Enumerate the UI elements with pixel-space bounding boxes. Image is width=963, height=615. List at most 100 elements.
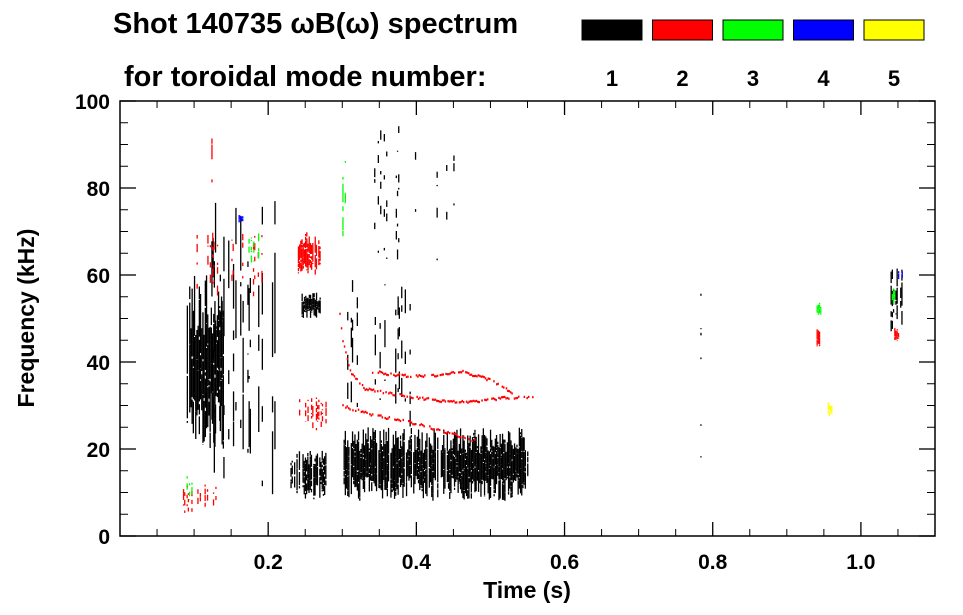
curve-point bbox=[440, 400, 442, 404]
spectrum-pixel bbox=[252, 291, 255, 297]
spectrum-pixel bbox=[214, 344, 216, 375]
spectrum-pixel bbox=[489, 487, 492, 498]
spectrum-region-mode-1 bbox=[700, 293, 702, 458]
spectrum-pixel bbox=[312, 422, 314, 429]
spectrum-pixel bbox=[374, 438, 376, 467]
curve-point bbox=[467, 372, 470, 375]
spectrum-pixel bbox=[401, 446, 403, 458]
spectrum-pixel bbox=[447, 483, 450, 489]
spectrum-pixel bbox=[479, 453, 481, 484]
spectrum-pixel bbox=[186, 376, 188, 419]
spectrum-pixel bbox=[321, 450, 323, 461]
curve-point bbox=[454, 432, 456, 435]
spectrum-pixel bbox=[325, 452, 327, 465]
spectrum-pixel bbox=[211, 241, 213, 297]
spectrum-pixel bbox=[415, 449, 417, 476]
spectrum-pixel bbox=[306, 248, 308, 268]
spectrum-pixel bbox=[379, 430, 381, 453]
spectrum-pixel bbox=[307, 254, 309, 271]
spectrum-pixel bbox=[207, 314, 209, 344]
spectrum-pixel bbox=[311, 413, 313, 415]
curve-point bbox=[484, 398, 486, 401]
curve-point bbox=[409, 420, 411, 423]
spectrum-pixel bbox=[298, 451, 301, 470]
spectrum-pixel bbox=[380, 181, 382, 189]
spectrum-pixel bbox=[301, 245, 303, 248]
spectrum-pixel bbox=[417, 451, 420, 462]
curve-point bbox=[511, 392, 513, 395]
spectrum-pixel bbox=[207, 344, 209, 387]
spectrum-pixel bbox=[817, 310, 819, 314]
spectrum-pixel bbox=[386, 151, 388, 157]
curve-point bbox=[426, 397, 428, 400]
spectrum-pixel bbox=[239, 219, 241, 221]
spectrum-pixel bbox=[296, 490, 298, 494]
spectrum-pixel bbox=[308, 294, 310, 299]
spectrum-pixel bbox=[896, 331, 898, 337]
spectrum-pixel bbox=[232, 264, 235, 309]
spectrum-pixel bbox=[301, 315, 303, 317]
curve-point bbox=[423, 425, 425, 428]
curve-point bbox=[359, 382, 361, 385]
spectrum-pixel bbox=[249, 408, 251, 454]
spectrum-pixel bbox=[403, 455, 405, 468]
spectrum-region-mode-1 bbox=[271, 201, 276, 495]
curve-point bbox=[422, 396, 424, 399]
spectrum-pixel bbox=[212, 254, 214, 258]
spectrum-pixel bbox=[318, 258, 320, 266]
spectrum-pixel bbox=[452, 455, 454, 479]
spectrum-pixel bbox=[191, 508, 193, 512]
curve-point bbox=[346, 405, 348, 408]
curve-point bbox=[432, 373, 435, 376]
spectrum-pixel bbox=[431, 485, 433, 494]
spectrum-pixel bbox=[373, 431, 375, 436]
curve-point bbox=[367, 389, 369, 392]
spectrum-pixel bbox=[395, 175, 397, 179]
spectrum-pixel bbox=[309, 260, 312, 264]
spectrum-pixel bbox=[421, 432, 423, 465]
spectrum-pixel bbox=[504, 492, 506, 501]
curve-point bbox=[496, 383, 498, 386]
spectrum-pixel bbox=[450, 461, 452, 494]
spectrum-pixel bbox=[891, 320, 893, 329]
spectrum-pixel bbox=[374, 179, 376, 183]
spectrum-pixel bbox=[315, 304, 318, 307]
spectrum-pixel bbox=[304, 469, 307, 492]
spectrum-pixel bbox=[303, 296, 306, 299]
spectrum-pixel bbox=[398, 468, 400, 478]
spectrum-pixel bbox=[509, 467, 511, 477]
mode-curve-2 bbox=[342, 404, 476, 443]
spectrum-pixel bbox=[524, 450, 526, 467]
spectrum-pixel bbox=[459, 455, 462, 473]
spectrum-pixel bbox=[469, 435, 471, 447]
legend-swatch bbox=[652, 19, 713, 41]
spectrum-pixel bbox=[348, 463, 350, 471]
curve-point bbox=[424, 398, 427, 401]
spectrum-pixel bbox=[324, 466, 326, 475]
spectrum-pixel bbox=[409, 349, 411, 355]
spectrum-pixel bbox=[306, 474, 308, 481]
spectrum-pixel bbox=[356, 439, 358, 471]
spectrum-pixel bbox=[402, 483, 404, 498]
curve-point bbox=[469, 373, 471, 376]
spectrum-pixel bbox=[242, 218, 244, 222]
spectrum-pixel bbox=[431, 465, 433, 485]
spectrum-pixel bbox=[464, 452, 466, 459]
spectrum-pixel bbox=[378, 450, 380, 483]
spectrum-pixel bbox=[391, 483, 393, 489]
curve-point bbox=[393, 373, 395, 376]
spectrum-pixel bbox=[426, 433, 428, 448]
spectrum-pixel bbox=[495, 435, 498, 448]
mode-curve-2 bbox=[371, 369, 513, 395]
spectrum-pixel bbox=[416, 447, 418, 469]
curve-point bbox=[481, 399, 483, 402]
spectrum-pixel bbox=[186, 305, 188, 374]
curve-point bbox=[385, 417, 388, 420]
spectrum-pixel bbox=[207, 387, 209, 427]
spectrum-pixel bbox=[261, 206, 263, 225]
spectrum-pixel bbox=[213, 261, 215, 288]
spectrum-pixel bbox=[301, 302, 303, 315]
spectrum-pixel bbox=[519, 435, 522, 469]
spectrum-pixel bbox=[307, 305, 309, 309]
spectrum-pixel bbox=[347, 491, 349, 496]
